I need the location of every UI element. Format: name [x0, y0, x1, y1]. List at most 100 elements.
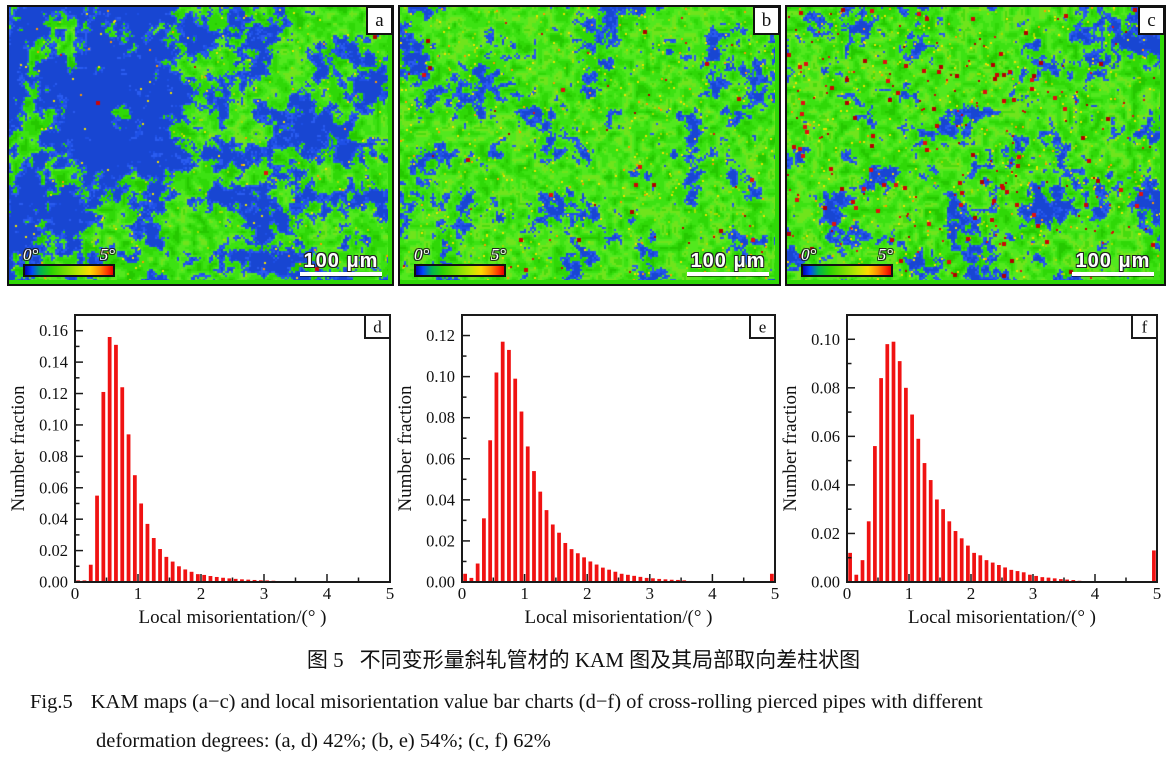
colorbar-max-label: 5°	[99, 245, 115, 264]
bar	[990, 562, 995, 582]
ticks	[74, 314, 391, 583]
bar	[575, 553, 580, 582]
colorbar-gradient	[414, 264, 506, 277]
bar	[227, 578, 232, 582]
bar	[488, 440, 493, 582]
bar	[1046, 577, 1051, 582]
bar	[897, 361, 902, 582]
y-tick-label: 0.02	[811, 524, 840, 543]
x-tick-label: 5	[771, 584, 780, 603]
bar	[469, 577, 474, 582]
y-tick-label: 0.08	[39, 447, 68, 466]
panel-letter: e	[759, 318, 767, 337]
bar	[663, 579, 668, 582]
bar	[463, 573, 468, 582]
x-tick-label: 3	[1029, 584, 1038, 603]
y-tick-label: 0.04	[426, 490, 455, 509]
x-tick-label: 5	[386, 584, 395, 603]
bar-chart-f: 0.00 0.02 0.04 0.06 0.08 0.10 0 1 2 3 4 5 f Local mis…	[780, 314, 1162, 628]
panel-label-c: c	[1138, 6, 1165, 35]
y-tick-label: 0.00	[426, 573, 455, 592]
bar	[475, 563, 480, 582]
y-tick-label: 0.06	[426, 449, 455, 468]
bar	[1059, 579, 1063, 582]
bar	[525, 446, 530, 582]
bar	[233, 578, 238, 582]
x-tick-label: 3	[646, 584, 655, 603]
panel-letter: b	[761, 9, 772, 31]
scalebar-text: 100 μm	[1075, 250, 1151, 272]
colorbar-gradient	[801, 264, 893, 277]
bars	[848, 341, 1156, 582]
y-tick-label: 0.10	[426, 367, 455, 386]
caption-english-line1: Fig.5 KAM maps (a−c) and local misorienta…	[30, 691, 983, 714]
x-tick-label: 0	[843, 584, 852, 603]
x-tick-label: 4	[708, 584, 717, 603]
bar	[769, 573, 774, 582]
bar	[88, 564, 93, 582]
bar	[904, 387, 908, 582]
kam-map-b: b 0° 5° 100 μm	[398, 5, 781, 286]
bar	[550, 524, 555, 582]
x-tick-label: 5	[1153, 584, 1162, 603]
scalebar-a: 100 μm	[300, 251, 382, 276]
bar	[935, 499, 939, 582]
kam-texture-c	[787, 7, 1160, 280]
panel-label-box	[1131, 314, 1158, 339]
x-tick-label: 1	[520, 584, 529, 603]
y-tick-label: 0.02	[39, 541, 68, 560]
bar	[676, 579, 680, 582]
bar	[1040, 577, 1045, 582]
bar	[126, 434, 131, 582]
y-axis-title: Number fraction	[780, 385, 801, 512]
bar	[966, 545, 970, 582]
bar	[202, 574, 207, 582]
bar	[1034, 575, 1038, 582]
panel-letter: c	[1147, 9, 1156, 31]
colorbar-max-label: 5°	[877, 245, 893, 264]
bar	[563, 542, 568, 582]
bar	[195, 574, 200, 582]
bar	[214, 576, 219, 582]
bar	[500, 341, 505, 582]
bar-chart-d: 0.00 0.02 0.04 0.06 0.08 0.10 0.12 0.14 0.16 0 1 2 3…	[8, 314, 395, 628]
ticks	[461, 314, 776, 583]
x-axis-title: Local misorientation/(° )	[138, 607, 326, 628]
x-tick-label: 1	[134, 584, 143, 603]
scalebar-line	[1072, 272, 1154, 276]
colorbar-gradient	[23, 264, 115, 277]
scalebar-text: 100 μm	[690, 250, 766, 272]
panel-label-a: a	[366, 6, 393, 35]
colorbar-a: 0° 5°	[23, 246, 115, 277]
scalebar-b: 100 μm	[687, 251, 769, 276]
kam-texture-b	[400, 7, 775, 280]
bars	[463, 341, 774, 582]
bar	[997, 565, 1001, 582]
scalebar-line	[300, 272, 382, 276]
bar	[1009, 569, 1014, 582]
bar	[959, 538, 964, 582]
bar	[569, 549, 574, 582]
bar	[978, 555, 983, 582]
bar	[240, 579, 244, 582]
bar	[132, 475, 137, 582]
x-tick-label: 3	[260, 584, 269, 603]
bar	[860, 560, 865, 582]
bar	[638, 576, 643, 582]
x-tick-label: 2	[197, 584, 206, 603]
x-tick-label: 2	[967, 584, 976, 603]
bar	[916, 438, 921, 582]
y-tick-label: 0.02	[426, 531, 455, 550]
bar	[151, 538, 156, 582]
bar	[1028, 574, 1032, 582]
panel-label-box	[749, 314, 776, 339]
bar	[588, 561, 593, 582]
caption-zh-text: 不同变形量斜轧管材的 KAM 图及其局部取向差柱状图	[359, 648, 861, 672]
bar	[513, 378, 518, 582]
y-tick-label: 0.04	[811, 475, 840, 494]
bar	[221, 577, 225, 582]
bar	[1152, 550, 1156, 582]
bar-chart-e: 0.00 0.02 0.04 0.06 0.08 0.10 0.12 0 1 2 3 4 5 e Local…	[395, 314, 780, 628]
colorbar-max-label: 5°	[490, 245, 506, 264]
caption-en-text1: KAM maps (a−c) and local misorientation …	[90, 691, 983, 713]
